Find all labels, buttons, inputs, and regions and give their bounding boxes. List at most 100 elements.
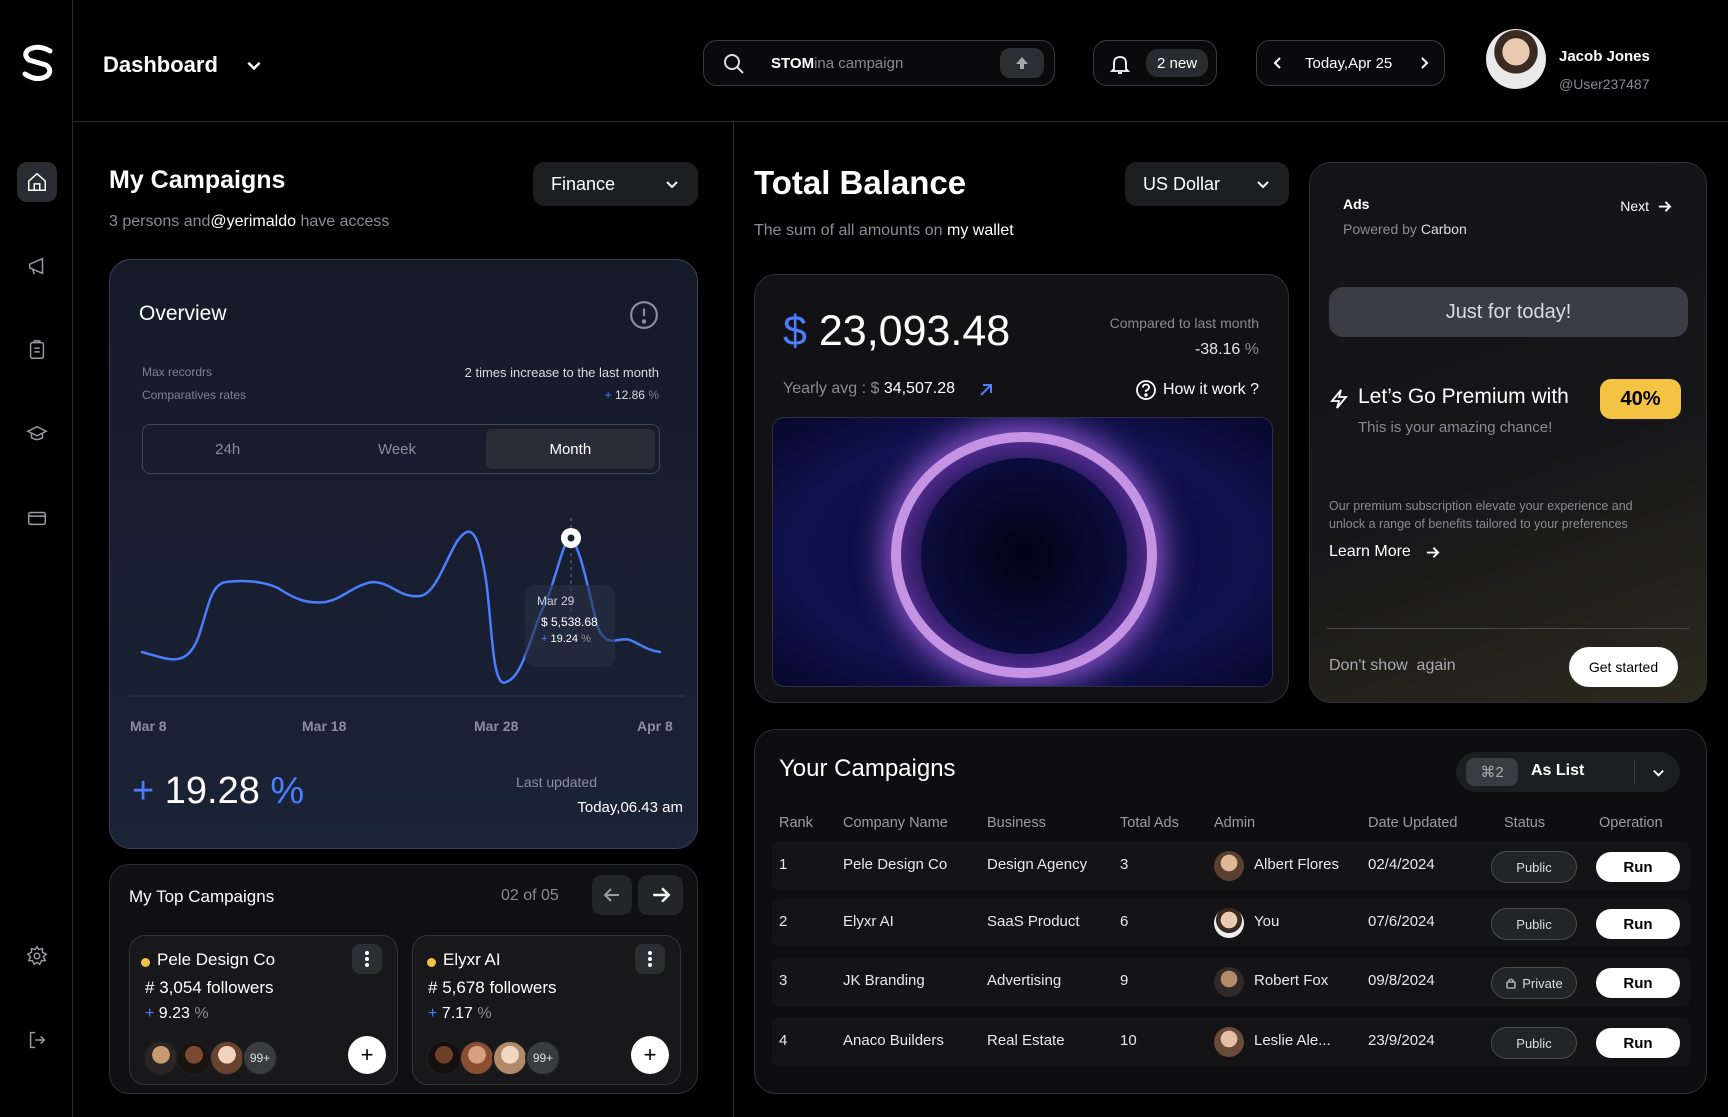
next-button[interactable]: [638, 875, 683, 915]
chart-line: [140, 530, 662, 684]
yearly-value: 34,507.28: [883, 380, 955, 397]
big-value: 19.28: [164, 770, 260, 812]
campaign-filter-select[interactable]: Finance: [533, 162, 698, 206]
subtitle-wallet[interactable]: my wallet: [947, 222, 1014, 239]
date-picker[interactable]: Today,Apr 25: [1256, 40, 1445, 86]
nav-campaigns[interactable]: [17, 246, 57, 286]
notifications-button[interactable]: 2 new: [1093, 40, 1217, 86]
row-admin: You: [1254, 913, 1280, 930]
run-button[interactable]: Run: [1596, 852, 1680, 882]
run-button[interactable]: Run: [1596, 1028, 1680, 1058]
member-avatar: [209, 1040, 245, 1076]
row-business: Design Agency: [987, 856, 1088, 873]
col-total-ads: Total Ads: [1120, 815, 1179, 831]
app-logo[interactable]: [20, 42, 56, 82]
row-company: Anaco Builders: [843, 1032, 944, 1049]
col-status: Status: [1504, 815, 1546, 831]
user-name: Jacob Jones: [1559, 48, 1650, 65]
your-campaigns-title: Your Campaigns: [779, 755, 956, 782]
shortcut-badge: ⌘ 2: [1466, 758, 1518, 786]
chevron-down-icon: [1653, 769, 1664, 777]
user-avatar[interactable]: [1486, 29, 1546, 89]
nav-logout[interactable]: [17, 1020, 57, 1060]
add-member-button[interactable]: +: [348, 1036, 386, 1074]
plus-icon: +: [643, 1042, 657, 1067]
chevron-left-icon[interactable]: [1271, 56, 1285, 70]
learn-more-link[interactable]: Learn More: [1329, 543, 1440, 561]
search-bar[interactable]: STOMina campaign: [703, 40, 1055, 86]
admin-avatar: [1214, 851, 1244, 881]
nav-settings[interactable]: [17, 936, 57, 976]
nav-learning[interactable]: [17, 414, 57, 454]
premium-description: Our premium subscription elevate your ex…: [1329, 499, 1633, 531]
status-dot: [141, 958, 150, 967]
dont-show-again[interactable]: Don't show again: [1329, 657, 1456, 674]
chevron-right-icon[interactable]: [1417, 56, 1431, 70]
command-icon: ⌘: [1480, 764, 1496, 781]
kebab-icon: [648, 951, 652, 967]
member-avatar: [143, 1040, 179, 1076]
table-row[interactable]: 2 Elyxr AI SaaS Product 6 You 07/6/2024 …: [772, 899, 1690, 947]
home-icon: [28, 172, 46, 191]
table-row[interactable]: 3 JK Branding Advertising 9 Robert Fox 0…: [772, 958, 1690, 1006]
row-rank: 4: [779, 1032, 788, 1049]
run-button[interactable]: Run: [1596, 968, 1680, 998]
more-button[interactable]: [635, 944, 665, 974]
subtitle-prefix: The sum of all amounts on: [754, 222, 943, 239]
tab-month[interactable]: Month: [485, 429, 655, 469]
member-avatar: [492, 1040, 528, 1076]
table-row[interactable]: 4 Anaco Builders Real Estate 10 Leslie A…: [772, 1018, 1690, 1066]
shortcut-key: 2: [1495, 763, 1504, 781]
time-range-tabs: 24h Week Month: [142, 424, 660, 474]
how-it-works-link[interactable]: How it work ?: [1135, 379, 1259, 401]
nav-tasks[interactable]: [17, 330, 57, 370]
tab-24h[interactable]: 24h: [215, 440, 241, 458]
info-icon[interactable]: [629, 300, 659, 330]
row-company: Pele Design Co: [843, 856, 948, 873]
campaign-name: Elyxr AI: [443, 950, 501, 969]
row-business: SaaS Product: [987, 913, 1080, 930]
search-input[interactable]: STOMina campaign: [771, 55, 903, 72]
status-badge: Public: [1491, 908, 1577, 940]
row-admin: Robert Fox: [1254, 972, 1329, 989]
balance-subtitle: The sum of all amounts on my wallet: [754, 222, 1014, 240]
member-avatar: [176, 1040, 212, 1076]
sidebar: [0, 0, 73, 1117]
top-campaign-card[interactable]: Elyxr AI # 5,678 followers + 7.17 % 99+ …: [412, 935, 681, 1085]
run-button[interactable]: Run: [1596, 909, 1680, 939]
more-button[interactable]: [352, 944, 382, 974]
view-select[interactable]: ⌘ 2 As List: [1456, 752, 1680, 792]
top-campaigns-title: My Top Campaigns: [129, 887, 275, 906]
yearly-avg: Yearly avg : $ 34,507.28: [783, 380, 955, 398]
upload-button[interactable]: [1000, 48, 1044, 78]
table-row[interactable]: 1 Pele Design Co Design Agency 3 Albert …: [772, 842, 1690, 890]
nav-billing[interactable]: [17, 498, 57, 538]
currency-select[interactable]: US Dollar: [1125, 162, 1289, 206]
arrow-up-right-icon: [980, 384, 992, 396]
row-admin: Leslie Ale...: [1254, 1032, 1331, 1049]
next-label: Next: [1620, 198, 1649, 214]
view-value: As List: [1531, 762, 1585, 779]
add-member-button[interactable]: +: [631, 1036, 669, 1074]
col-company: Company Name: [843, 815, 948, 831]
discount-badge: 40%: [1600, 379, 1681, 419]
overview-big-value: + 19.28 %: [132, 770, 305, 812]
access-user[interactable]: @yerimaldo: [210, 213, 297, 230]
balance-visual: [772, 417, 1273, 687]
tab-week[interactable]: Week: [377, 440, 417, 458]
top-campaign-card[interactable]: Pele Design Co # 3,054 followers + 9.23 …: [129, 935, 398, 1085]
row-rank: 1: [779, 856, 788, 873]
arrow-up-icon: [1016, 57, 1028, 69]
ads-next-link[interactable]: Next: [1620, 198, 1672, 214]
top-campaigns-card: My Top Campaigns 02 of 05 Pele Design Co…: [109, 864, 698, 1094]
pct-value: 7.17: [441, 1005, 473, 1022]
bell-icon: [1109, 56, 1131, 74]
prev-button[interactable]: [592, 875, 632, 915]
search-hint: ina campaign: [814, 55, 904, 72]
status-text: Private: [1522, 975, 1563, 991]
row-date: 09/8/2024: [1368, 972, 1435, 989]
nav-home[interactable]: [17, 162, 57, 202]
chevron-down-icon[interactable]: [245, 56, 263, 74]
get-started-button[interactable]: Get started: [1569, 647, 1678, 687]
amount-value: 23,093.48: [818, 307, 1011, 355]
